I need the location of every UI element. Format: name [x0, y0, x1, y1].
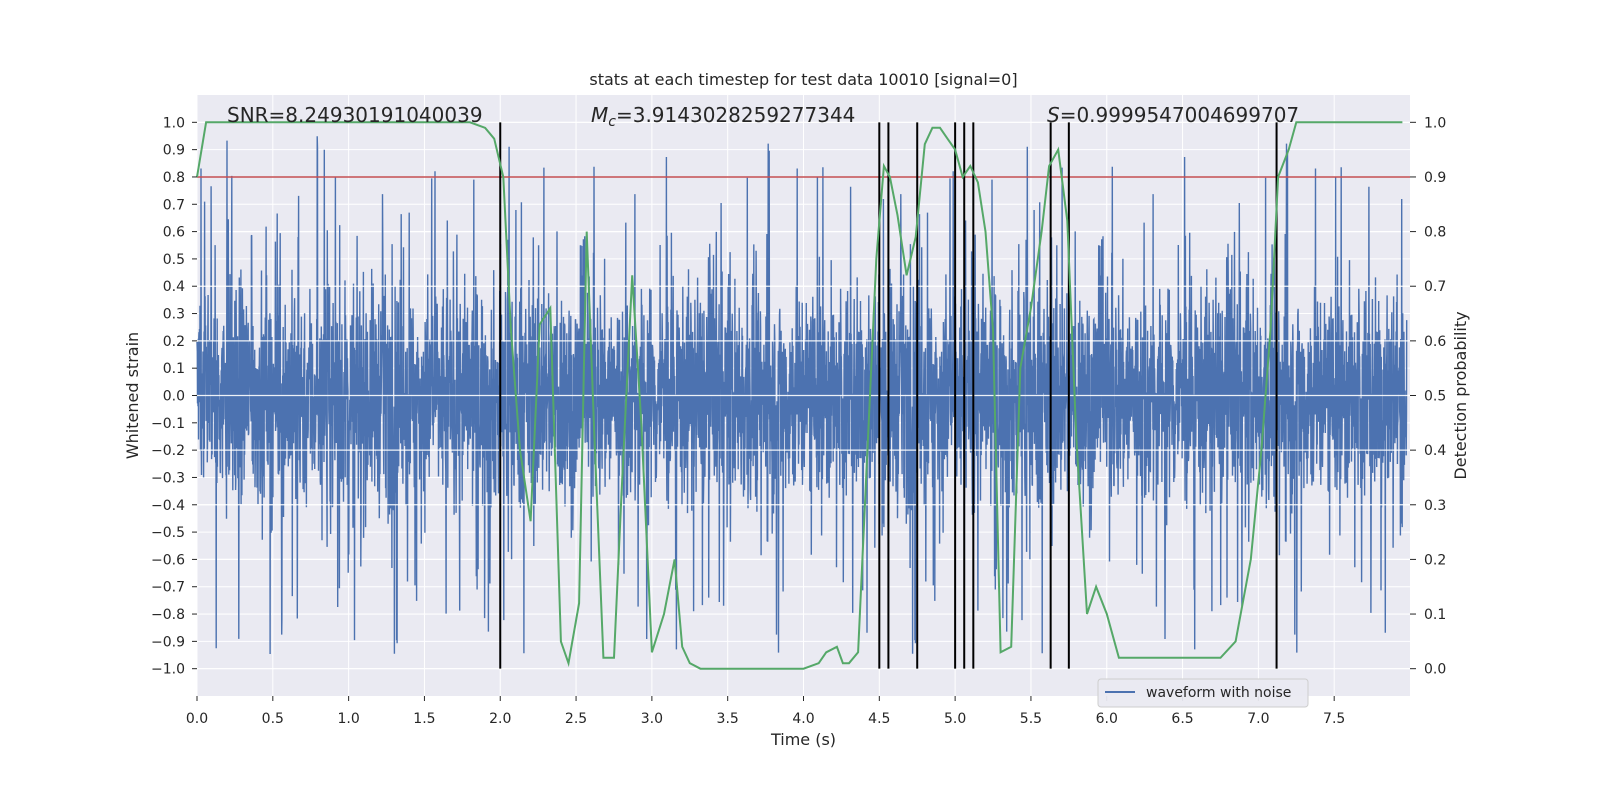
x-tick-label: 0.5	[262, 711, 284, 727]
y-right-tick-label: 0.8	[1424, 225, 1446, 241]
y-tick-label: 0.9	[163, 143, 185, 159]
y-tick-label: −0.6	[151, 552, 185, 568]
y-tick-label: 0.8	[163, 170, 185, 186]
y-axis-label-right: Detection probability	[1451, 311, 1470, 479]
y-tick-label: 0.0	[163, 389, 185, 405]
y-right-tick-label: 0.4	[1424, 443, 1446, 459]
y-tick-label: 0.4	[163, 279, 185, 295]
y-right-tick-label: 0.5	[1424, 389, 1446, 405]
y-tick-label: 0.1	[163, 361, 185, 377]
y-axis-label-left: Whitened strain	[123, 332, 142, 459]
y-tick-label: 0.7	[163, 197, 185, 213]
snr-annotation: SNR=8.24930191040039	[227, 103, 483, 127]
y-tick-label: 0.6	[163, 225, 185, 241]
x-tick-label: 7.0	[1247, 711, 1269, 727]
x-tick-label: 3.0	[641, 711, 663, 727]
y-right-tick-label: 0.9	[1424, 170, 1446, 186]
y-right-tick-label: 0.1	[1424, 607, 1446, 623]
y-tick-label: −0.3	[151, 470, 185, 486]
legend-label: waveform with noise	[1146, 685, 1291, 701]
legend-box	[1097, 678, 1309, 708]
x-tick-label: 1.0	[337, 711, 359, 727]
y-tick-label: −0.9	[151, 634, 185, 650]
x-tick-label: 6.0	[1096, 711, 1118, 727]
y-tick-label: 0.2	[163, 334, 185, 350]
mc-annotation: Mc=3.9143028259277344	[591, 103, 855, 130]
chart-title: stats at each timestep for test data 100…	[589, 70, 1017, 89]
y-right-tick-label: 0.7	[1424, 279, 1446, 295]
x-tick-label: 0.0	[186, 711, 208, 727]
y-tick-label: −0.2	[151, 443, 185, 459]
x-tick-label: 1.5	[413, 711, 435, 727]
overlay: 0.0 0.5 1.0 1.5 2.0 2.5 3.0 3.5 4.0 4.5 5.0 5.5 6.0 6…	[123, 70, 1470, 749]
probability-series	[196, 121, 1403, 670]
y-tick-label: 1.0	[163, 115, 185, 131]
y-tick-label: −0.7	[151, 580, 185, 596]
y-tick-label: 0.5	[163, 252, 185, 268]
y-right-tick-label: 0.2	[1424, 552, 1446, 568]
y-right-tick-label: 0.6	[1424, 334, 1446, 350]
x-tick-label: 2.5	[565, 711, 587, 727]
plot-area	[196, 95, 1410, 696]
y-tick-label: 0.3	[163, 307, 185, 323]
x-tick-label: 5.0	[944, 711, 966, 727]
x-tick-label: 4.0	[792, 711, 814, 727]
x-tick-label: 6.5	[1171, 711, 1193, 727]
x-tick-label: 2.0	[489, 711, 511, 727]
y-tick-label: −0.4	[151, 498, 185, 514]
x-tick-label: 7.5	[1323, 711, 1345, 727]
s-annotation: S=0.9999547004699707	[1047, 103, 1299, 127]
y-right-tick-label: 0.0	[1424, 662, 1446, 678]
y-right-tick-label: 0.3	[1424, 498, 1446, 514]
x-tick-label: 4.5	[868, 711, 890, 727]
y-tick-label: −0.8	[151, 607, 185, 623]
x-tick-label: 5.5	[1020, 711, 1042, 727]
waveform-series	[196, 136, 1408, 655]
x-axis-label: Time (s)	[770, 730, 836, 749]
x-tick-label: 3.5	[717, 711, 739, 727]
y-right-tick-label: 1.0	[1424, 115, 1446, 131]
y-tick-label: −1.0	[151, 662, 185, 678]
y-tick-label: −0.1	[151, 416, 185, 432]
y-tick-label: −0.5	[151, 525, 185, 541]
